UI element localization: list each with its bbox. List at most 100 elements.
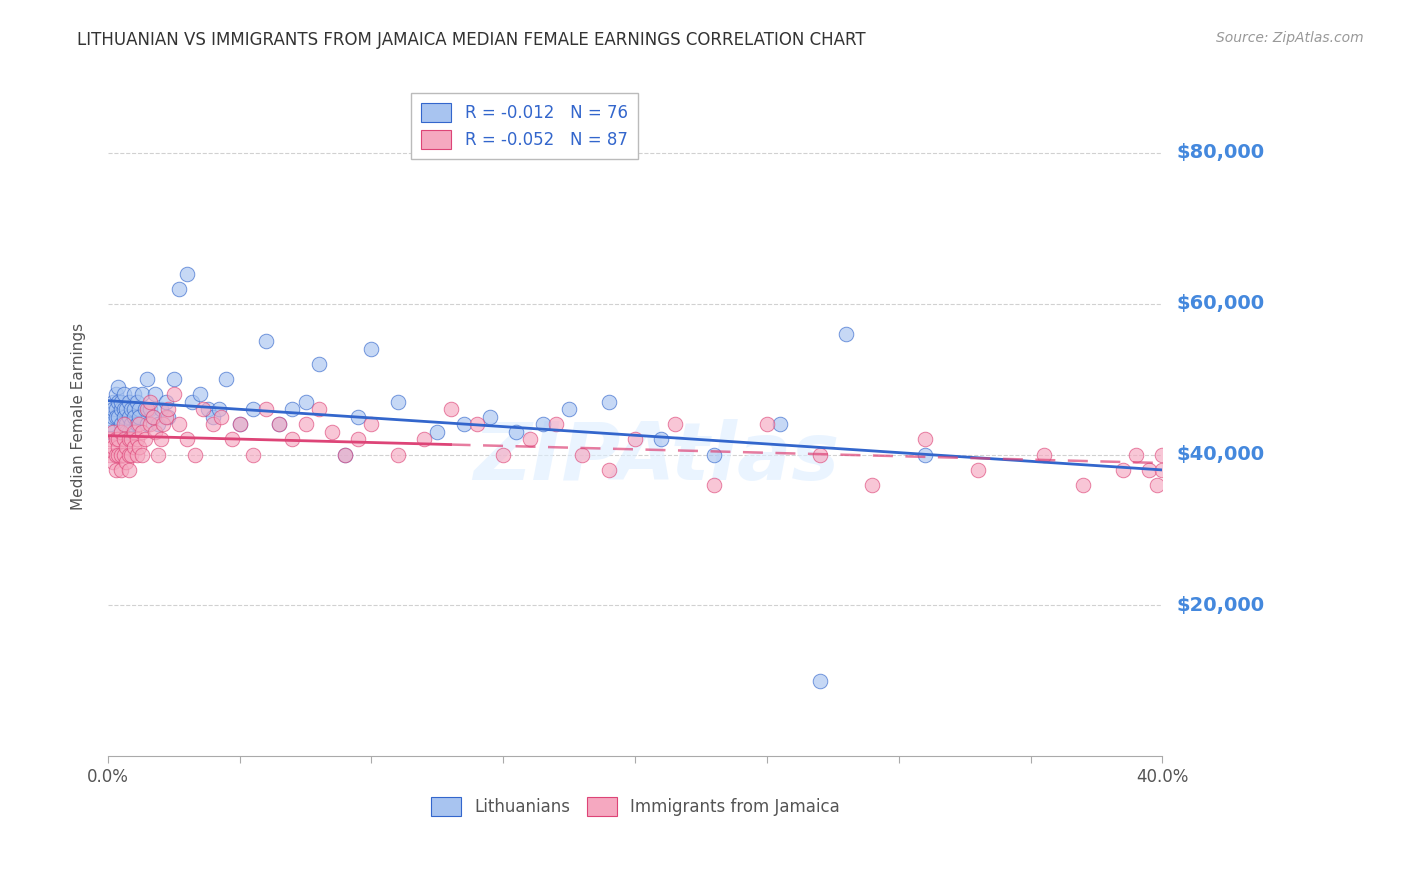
Point — [101, 440, 124, 454]
Point — [1073, 477, 1095, 491]
Point — [104, 409, 127, 424]
Point — [104, 448, 127, 462]
Point — [110, 394, 132, 409]
Point — [439, 402, 461, 417]
Point — [125, 433, 148, 447]
Point — [167, 417, 190, 432]
Point — [122, 425, 145, 439]
Point — [598, 463, 620, 477]
Point — [333, 448, 356, 462]
Point — [121, 402, 143, 417]
Point — [835, 326, 858, 341]
Point — [492, 448, 515, 462]
Point — [269, 417, 291, 432]
Point — [176, 433, 198, 447]
Point — [152, 417, 174, 432]
Point — [453, 417, 475, 432]
Point — [149, 402, 172, 417]
Point — [107, 409, 129, 424]
Point — [134, 402, 156, 417]
Text: ZIPAtlas: ZIPAtlas — [472, 418, 839, 497]
Point — [142, 409, 165, 424]
Point — [115, 402, 138, 417]
Point — [143, 387, 166, 401]
Point — [118, 409, 141, 424]
Point — [544, 417, 567, 432]
Point — [139, 394, 162, 409]
Point — [131, 425, 153, 439]
Point — [281, 402, 304, 417]
Point — [197, 402, 219, 417]
Point — [118, 394, 141, 409]
Point — [110, 402, 132, 417]
Point — [558, 402, 581, 417]
Point — [188, 387, 211, 401]
Point — [703, 448, 725, 462]
Point — [242, 402, 264, 417]
Point — [125, 394, 148, 409]
Point — [139, 417, 162, 432]
Point — [101, 455, 124, 469]
Point — [104, 463, 127, 477]
Text: $80,000: $80,000 — [1177, 144, 1264, 162]
Point — [426, 425, 449, 439]
Point — [100, 417, 122, 432]
Point — [121, 417, 143, 432]
Point — [125, 448, 148, 462]
Point — [107, 448, 129, 462]
Point — [571, 448, 593, 462]
Point — [104, 402, 127, 417]
Point — [347, 409, 370, 424]
Point — [281, 433, 304, 447]
Point — [128, 417, 150, 432]
Point — [107, 433, 129, 447]
Point — [107, 440, 129, 454]
Point — [1032, 448, 1054, 462]
Point — [136, 402, 159, 417]
Legend: Lithuanians, Immigrants from Jamaica: Lithuanians, Immigrants from Jamaica — [423, 790, 846, 822]
Point — [860, 477, 883, 491]
Point — [755, 417, 778, 432]
Point — [808, 448, 831, 462]
Point — [112, 409, 135, 424]
Point — [202, 409, 225, 424]
Point — [134, 433, 156, 447]
Point — [121, 448, 143, 462]
Point — [157, 409, 180, 424]
Point — [242, 448, 264, 462]
Point — [769, 417, 792, 432]
Point — [125, 417, 148, 432]
Point — [128, 409, 150, 424]
Point — [104, 433, 127, 447]
Point — [519, 433, 541, 447]
Point — [1152, 463, 1174, 477]
Point — [531, 417, 554, 432]
Point — [308, 402, 330, 417]
Point — [110, 448, 132, 462]
Point — [112, 387, 135, 401]
Point — [136, 372, 159, 386]
Point — [136, 417, 159, 432]
Point — [115, 440, 138, 454]
Text: LITHUANIAN VS IMMIGRANTS FROM JAMAICA MEDIAN FEMALE EARNINGS CORRELATION CHART: LITHUANIAN VS IMMIGRANTS FROM JAMAICA ME… — [77, 31, 866, 49]
Point — [191, 402, 214, 417]
Point — [163, 372, 186, 386]
Point — [308, 357, 330, 371]
Point — [139, 402, 162, 417]
Point — [413, 433, 436, 447]
Point — [115, 455, 138, 469]
Point — [118, 448, 141, 462]
Point — [104, 387, 127, 401]
Point — [100, 448, 122, 462]
Point — [163, 387, 186, 401]
Point — [294, 417, 316, 432]
Point — [122, 402, 145, 417]
Text: Source: ZipAtlas.com: Source: ZipAtlas.com — [1216, 31, 1364, 45]
Point — [143, 425, 166, 439]
Text: $60,000: $60,000 — [1177, 294, 1264, 313]
Point — [112, 402, 135, 417]
Point — [347, 433, 370, 447]
Point — [101, 402, 124, 417]
Point — [149, 433, 172, 447]
Point — [146, 417, 169, 432]
